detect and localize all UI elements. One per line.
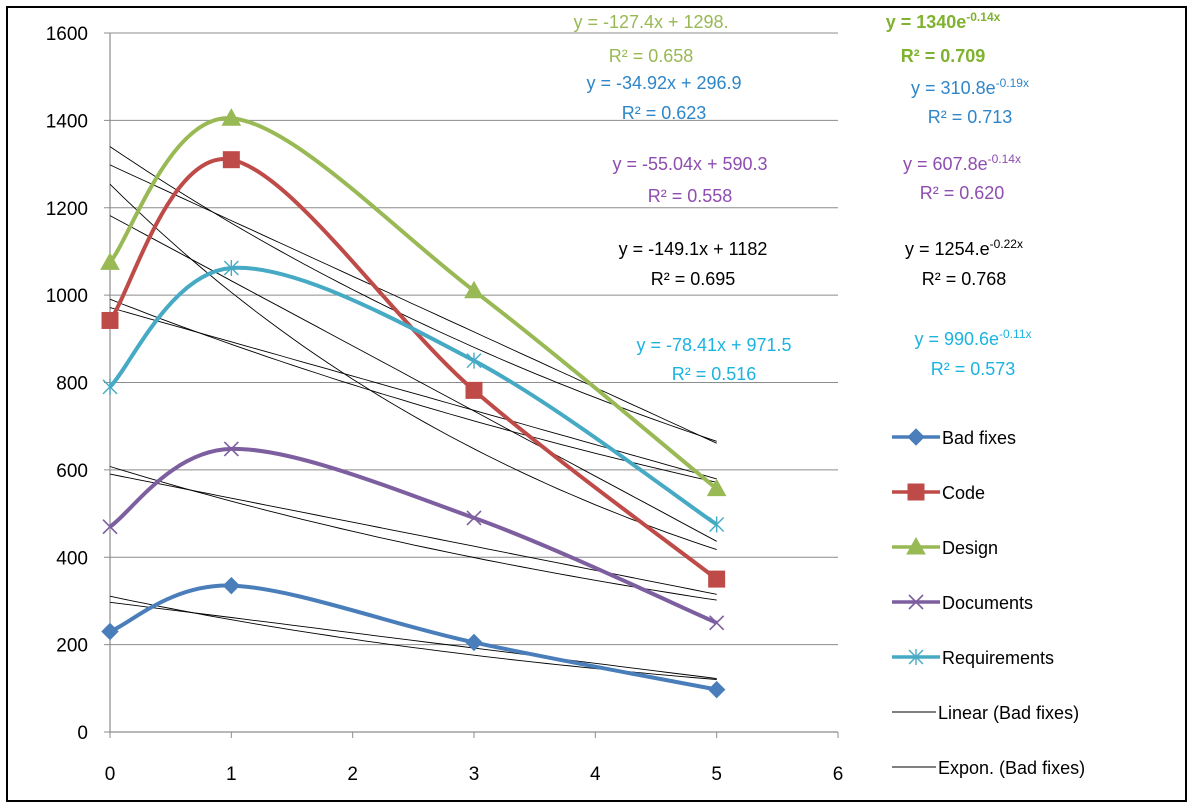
data-point-documents bbox=[709, 615, 725, 631]
equation-exponent: -0.14x bbox=[966, 10, 1000, 24]
marker-stroke bbox=[223, 441, 239, 457]
marker-stroke bbox=[908, 594, 924, 610]
data-point-design bbox=[100, 252, 120, 270]
series-line-code bbox=[108, 157, 718, 581]
trendline-equation: y = 310.8e-0.19x bbox=[911, 76, 1029, 98]
legend-label: Design bbox=[942, 538, 998, 558]
x-tick-label: 5 bbox=[711, 764, 722, 785]
marker-stroke bbox=[466, 510, 482, 526]
data-point-documents bbox=[466, 510, 482, 526]
legend-label: Bad fixes bbox=[942, 428, 1016, 448]
legend-label: Code bbox=[942, 483, 985, 503]
r-squared-label: R² = 0.709 bbox=[901, 46, 986, 66]
trendline-equation: y = -149.1x + 1182 bbox=[619, 239, 768, 259]
linear-trendline bbox=[109, 215, 717, 542]
trendline-equation: y = 607.8e-0.14x bbox=[903, 152, 1021, 174]
x-tick-label: 2 bbox=[347, 764, 358, 785]
r-squared-label: R² = 0.623 bbox=[622, 103, 707, 123]
marker-stroke bbox=[709, 615, 725, 631]
legend-label: Requirements bbox=[942, 648, 1054, 668]
x-tick-label: 0 bbox=[105, 764, 116, 785]
linear-trendline bbox=[109, 473, 717, 595]
r-squared-label: R² = 0.768 bbox=[922, 269, 1007, 289]
data-point-design bbox=[706, 478, 727, 497]
trendline-equation: y = 1254.e-0.22x bbox=[905, 237, 1023, 259]
r-squared-label: R² = 0.658 bbox=[609, 46, 694, 66]
y-tick-label: 200 bbox=[56, 636, 88, 657]
data-point-documents bbox=[102, 519, 118, 535]
trendline-equation: y = -78.41x + 971.5 bbox=[636, 335, 791, 355]
series-line-design bbox=[108, 116, 718, 491]
data-point-design bbox=[464, 280, 484, 299]
data-point-code bbox=[101, 311, 119, 329]
equation-base: y = 1340e bbox=[886, 12, 967, 32]
exponential-trendline bbox=[109, 466, 717, 601]
data-point-requirements bbox=[466, 352, 482, 369]
data-point-bad-fixes bbox=[465, 633, 483, 652]
r-squared-label: R² = 0.573 bbox=[931, 359, 1016, 379]
y-tick-label: 1200 bbox=[46, 199, 88, 220]
y-tick-label: 1600 bbox=[46, 24, 88, 45]
x-tick-label: 1 bbox=[226, 764, 237, 785]
r-squared-label: R² = 0.695 bbox=[651, 269, 736, 289]
equation-base: y = 310.8e bbox=[911, 78, 996, 98]
y-tick-label: 0 bbox=[77, 723, 88, 744]
data-point-bad-fixes bbox=[222, 576, 241, 595]
data-point-code bbox=[465, 381, 483, 399]
r-squared-label: R² = 0.620 bbox=[920, 183, 1005, 203]
data-point-code bbox=[222, 151, 240, 169]
legend-marker bbox=[906, 536, 926, 555]
trendline-equation: y = -55.04x + 590.3 bbox=[612, 154, 767, 174]
data-point-bad-fixes bbox=[707, 680, 726, 699]
series-line-requirements bbox=[108, 265, 718, 527]
x-tick-label: 3 bbox=[469, 764, 480, 785]
data-point-requirements bbox=[709, 516, 725, 533]
data-point-code bbox=[708, 570, 726, 588]
r-squared-label: R² = 0.713 bbox=[928, 107, 1013, 127]
equation-exponent: -0.14x bbox=[988, 152, 1021, 166]
series-line-bad-fixes bbox=[109, 583, 718, 692]
data-point-bad-fixes bbox=[101, 622, 119, 641]
trendline-equation: y = -34.92x + 296.9 bbox=[586, 73, 741, 93]
legend-label: Expon. (Bad fixes) bbox=[938, 758, 1085, 778]
marker-stroke bbox=[102, 519, 118, 535]
equation-base: y = 607.8e bbox=[903, 154, 988, 174]
trendline-equation: y = 1340e-0.14x bbox=[886, 10, 1001, 32]
series-line-documents bbox=[108, 446, 718, 625]
equation-exponent: -0.22x bbox=[990, 237, 1023, 251]
r-squared-label: R² = 0.516 bbox=[672, 364, 757, 384]
equation-exponent: -0.19x bbox=[996, 76, 1029, 90]
x-tick-label: 6 bbox=[833, 764, 844, 785]
exponential-trendline bbox=[109, 183, 717, 551]
legend-label: Linear (Bad fixes) bbox=[938, 703, 1079, 723]
y-tick-label: 800 bbox=[56, 374, 88, 395]
y-tick-label: 1400 bbox=[46, 111, 88, 132]
legend-marker bbox=[908, 649, 924, 665]
y-tick-label: 1000 bbox=[46, 286, 88, 307]
exponential-trendline bbox=[109, 298, 717, 483]
chart-frame bbox=[6, 6, 1187, 802]
equation-exponent: -0.11x bbox=[999, 327, 1031, 341]
exponential-trendline bbox=[109, 146, 717, 442]
legend-marker bbox=[907, 428, 925, 446]
legend-marker bbox=[907, 483, 925, 501]
data-point-requirements bbox=[102, 378, 118, 395]
data-point-requirements bbox=[223, 260, 239, 277]
y-tick-label: 400 bbox=[56, 548, 88, 569]
data-point-documents bbox=[223, 441, 239, 457]
data-point-design bbox=[221, 108, 242, 126]
legend-marker bbox=[908, 594, 924, 610]
x-tick-label: 4 bbox=[590, 764, 601, 785]
trendline-equation: y = 990.6e-0.11x bbox=[914, 327, 1031, 349]
equation-base: y = 1254.e bbox=[905, 239, 990, 259]
linear-trendline bbox=[109, 601, 717, 680]
trendline-equation: y = -127.4x + 1298. bbox=[573, 12, 728, 32]
linear-trendline bbox=[109, 164, 717, 444]
r-squared-label: R² = 0.558 bbox=[648, 186, 733, 206]
legend-label: Documents bbox=[942, 593, 1033, 613]
equation-base: y = 990.6e bbox=[914, 329, 999, 349]
y-tick-label: 600 bbox=[56, 461, 88, 482]
